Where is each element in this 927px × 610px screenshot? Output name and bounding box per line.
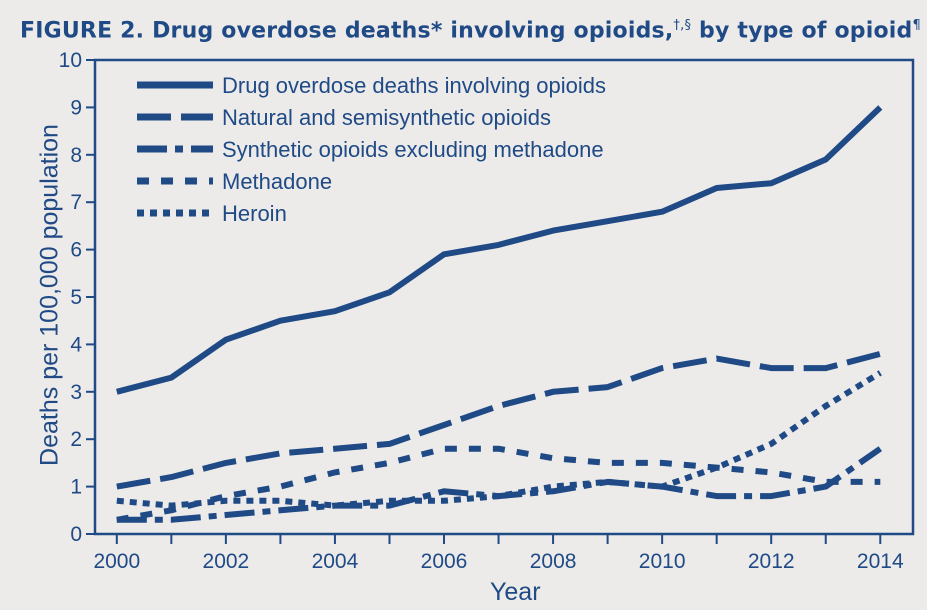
y-tick-label: 4 [70, 333, 82, 356]
y-tick-label: 0 [70, 523, 82, 546]
chart-legend: Drug overdose deaths involving opioids Na… [137, 73, 606, 226]
x-tick-label: 2002 [203, 550, 250, 573]
title-footnote-marks: †,§ [673, 18, 692, 33]
legend-label-2: Natural and semisynthetic opioids [222, 105, 551, 130]
y-tick-label: 10 [59, 49, 82, 72]
x-tick-label: 2008 [530, 550, 577, 573]
x-tick-label: 2000 [93, 550, 140, 573]
y-tick-label: 6 [70, 239, 82, 262]
legend-label-5: Heroin [222, 201, 287, 226]
y-tick-label: 8 [70, 144, 82, 167]
legend-label-4: Methadone [222, 169, 332, 194]
title-mid: by type of opioid [691, 18, 913, 44]
x-tick-label: 2004 [312, 550, 359, 573]
y-tick-label: 9 [70, 96, 82, 119]
y-tick-label: 3 [70, 381, 82, 404]
chart-axes: 0 1 2 3 4 5 6 7 8 9 10 2000 2002 2004 2006 2008 2010 2012… [59, 49, 915, 573]
series-line-5 [116, 370, 882, 509]
title-footnote-mark: ¶ [912, 18, 921, 33]
y-tick-label: 2 [70, 428, 82, 451]
y-tick-label: 5 [70, 286, 82, 309]
y-axis-label: Deaths per 100,000 population [35, 124, 64, 466]
figure-title: FIGURE 2. Drug overdose deaths* involvin… [20, 18, 927, 43]
x-tick-label: 2012 [748, 550, 795, 573]
x-tick-label: 2006 [421, 550, 468, 573]
series-line-4 [116, 445, 881, 523]
y-tick-label: 1 [70, 476, 82, 499]
title-main: FIGURE 2. Drug overdose deaths* involvin… [20, 18, 674, 44]
legend-label-1: Drug overdose deaths involving opioids [222, 73, 606, 98]
y-tick-label: 7 [70, 191, 82, 214]
x-tick-label: 2014 [857, 550, 904, 573]
chart-series [116, 105, 883, 523]
x-axis-label: Year [490, 578, 541, 606]
series-line-1 [116, 105, 883, 395]
legend-label-3: Synthetic opioids excluding methadone [222, 137, 604, 162]
x-tick-label: 2010 [639, 550, 686, 573]
series-line-2 [116, 350, 882, 490]
